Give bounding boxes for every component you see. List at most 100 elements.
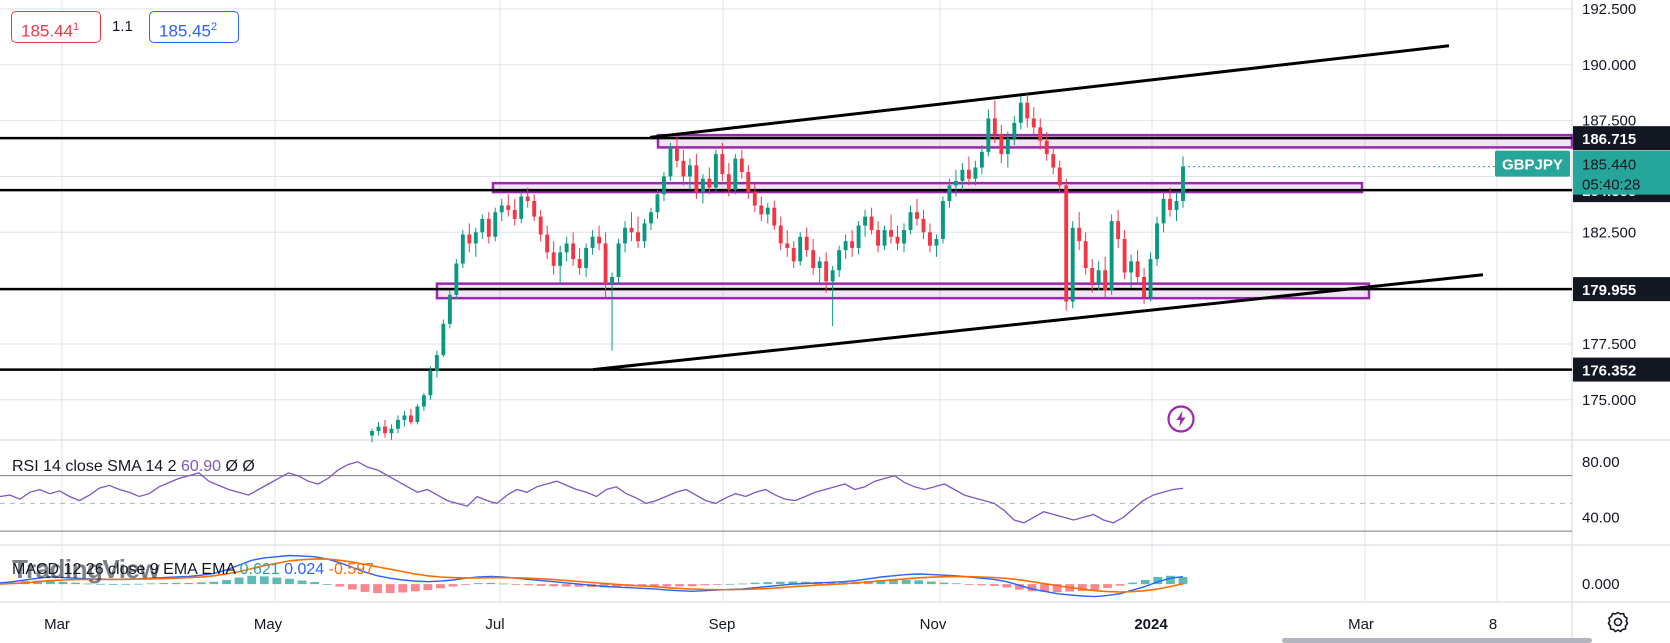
candle[interactable] — [830, 265, 835, 327]
candle[interactable] — [383, 419, 387, 438]
candle[interactable] — [863, 209, 868, 237]
candle[interactable] — [538, 209, 543, 242]
candle[interactable] — [1057, 160, 1062, 193]
candle[interactable] — [759, 196, 764, 222]
candle[interactable] — [610, 272, 615, 351]
candle[interactable] — [1025, 93, 1030, 128]
candle[interactable] — [629, 212, 634, 242]
candle[interactable] — [739, 149, 744, 179]
candle[interactable] — [999, 125, 1004, 164]
candle[interactable] — [454, 259, 459, 300]
candle[interactable] — [623, 221, 627, 253]
candle[interactable] — [908, 205, 913, 235]
candle[interactable] — [421, 393, 426, 411]
channel-lower-line[interactable] — [592, 273, 1484, 372]
candle[interactable] — [752, 183, 757, 213]
candle[interactable] — [603, 232, 608, 298]
candle[interactable] — [389, 424, 394, 440]
candle[interactable] — [441, 319, 446, 358]
candle[interactable] — [1122, 230, 1127, 280]
candle[interactable] — [662, 171, 666, 202]
candle[interactable] — [584, 243, 589, 277]
candle[interactable] — [843, 234, 848, 260]
candle[interactable] — [636, 216, 640, 248]
candle[interactable] — [1148, 252, 1153, 302]
candle[interactable] — [649, 207, 653, 231]
candle[interactable] — [720, 142, 725, 181]
candle[interactable] — [408, 408, 413, 425]
candle[interactable] — [895, 225, 900, 251]
candle[interactable] — [473, 227, 478, 257]
candle[interactable] — [674, 136, 679, 168]
candle[interactable] — [856, 221, 861, 255]
candle[interactable] — [940, 196, 945, 244]
candle[interactable] — [1155, 216, 1159, 266]
candle[interactable] — [1005, 131, 1010, 168]
scrollbar[interactable] — [1282, 638, 1592, 643]
candle[interactable] — [1181, 156, 1185, 208]
candle[interactable] — [447, 290, 452, 329]
candle[interactable] — [1064, 178, 1069, 311]
candle[interactable] — [713, 149, 718, 193]
macd-signal-line[interactable] — [0, 558, 1184, 593]
candle[interactable] — [506, 194, 511, 217]
candle[interactable] — [973, 160, 978, 186]
candle[interactable] — [850, 230, 855, 257]
candle[interactable] — [869, 207, 874, 235]
candle[interactable] — [1129, 254, 1134, 289]
candle[interactable] — [700, 174, 705, 204]
candle[interactable] — [1174, 192, 1179, 222]
candle[interactable] — [1135, 250, 1140, 284]
candle[interactable] — [396, 415, 400, 434]
candle[interactable] — [545, 225, 550, 260]
rsi-line[interactable] — [0, 461, 1184, 524]
candle[interactable] — [1090, 259, 1095, 293]
candle[interactable] — [1161, 192, 1166, 233]
candle[interactable] — [1031, 107, 1036, 135]
macd-line[interactable] — [0, 554, 1184, 598]
candle[interactable] — [921, 209, 926, 239]
candle[interactable] — [811, 238, 816, 275]
candle[interactable] — [1116, 209, 1121, 248]
candle[interactable] — [571, 232, 576, 266]
candle[interactable] — [532, 194, 537, 222]
candle[interactable] — [1103, 256, 1108, 298]
candle[interactable] — [979, 145, 984, 175]
candle[interactable] — [804, 227, 809, 257]
candle[interactable] — [370, 428, 374, 443]
candle[interactable] — [733, 154, 738, 195]
candle[interactable] — [415, 404, 420, 425]
candle[interactable] — [882, 225, 887, 251]
candle[interactable] — [519, 192, 524, 224]
candle[interactable] — [460, 230, 465, 269]
candle[interactable] — [402, 410, 407, 427]
candle[interactable] — [953, 169, 958, 197]
candle[interactable] — [1142, 268, 1147, 304]
candle[interactable] — [785, 230, 790, 257]
price-zone[interactable] — [491, 181, 1364, 194]
candle[interactable] — [1077, 212, 1082, 251]
candle[interactable] — [798, 232, 803, 266]
candle[interactable] — [1051, 147, 1056, 175]
candle[interactable] — [765, 203, 770, 224]
candle[interactable] — [876, 221, 881, 253]
candle[interactable] — [947, 178, 952, 208]
candle[interactable] — [564, 236, 569, 262]
candle[interactable] — [668, 142, 673, 181]
candle[interactable] — [707, 167, 712, 195]
candle[interactable] — [1038, 118, 1043, 150]
candle[interactable] — [499, 198, 504, 222]
candle[interactable] — [1168, 187, 1172, 217]
candle[interactable] — [525, 187, 530, 208]
candle[interactable] — [915, 198, 919, 226]
candle[interactable] — [1070, 221, 1075, 309]
candle[interactable] — [1018, 96, 1023, 130]
candle[interactable] — [1044, 131, 1049, 161]
channel-upper-line[interactable] — [649, 44, 1450, 139]
candle[interactable] — [434, 350, 439, 378]
candle[interactable] — [493, 207, 498, 242]
candle[interactable] — [1083, 232, 1088, 275]
candle[interactable] — [746, 165, 751, 199]
price-zone[interactable] — [435, 282, 1371, 300]
sell-quote-box[interactable]: 185.441 — [11, 11, 101, 43]
